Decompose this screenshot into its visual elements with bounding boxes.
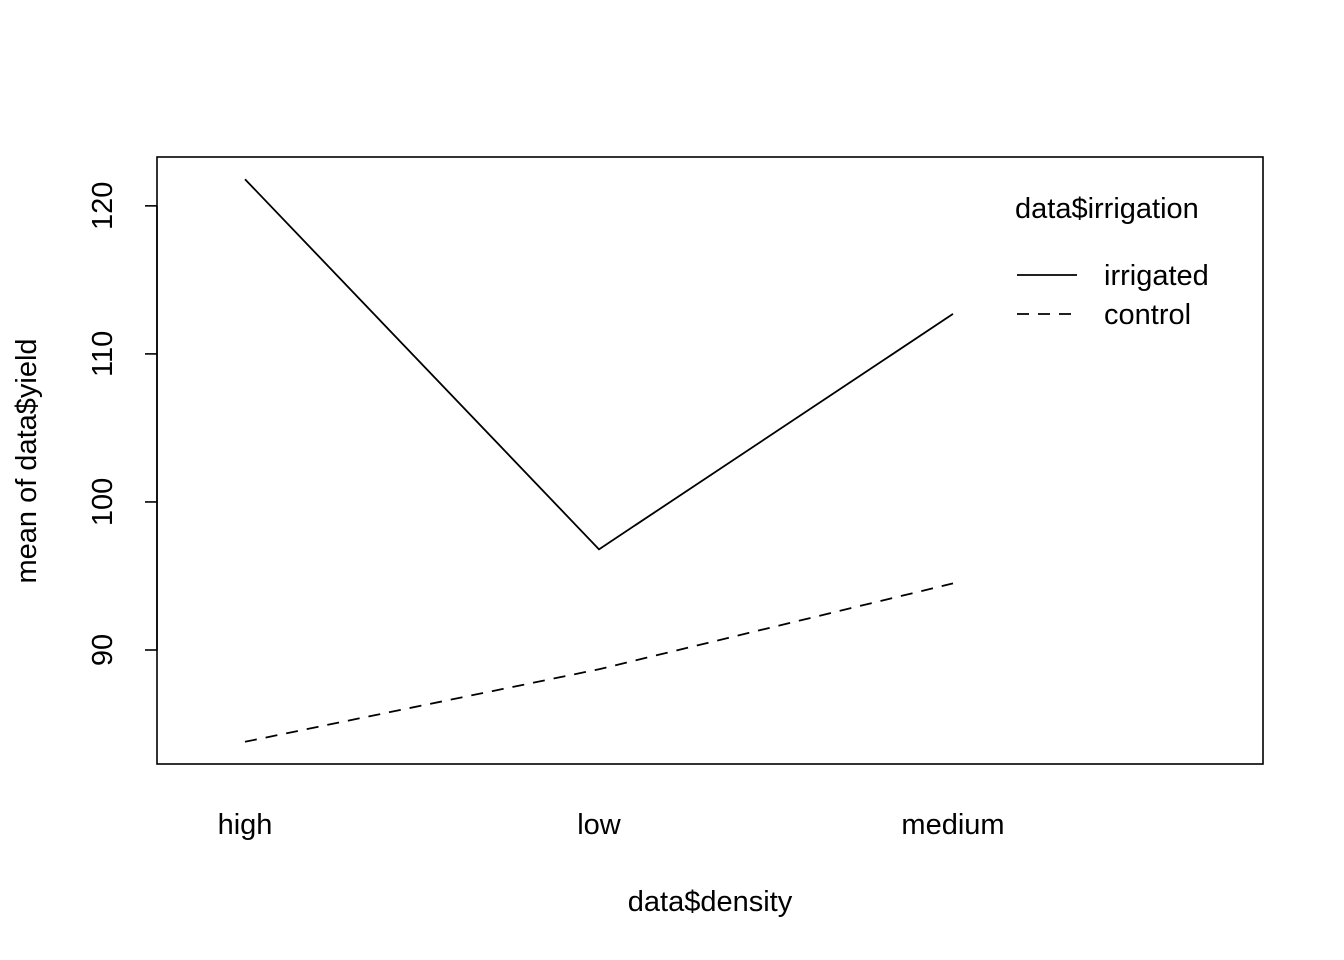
series-lines <box>244 178 954 743</box>
series-line-irrigated <box>244 178 954 551</box>
legend: data$irrigation irrigated control <box>1015 193 1209 331</box>
x-tick-label: high <box>218 809 273 841</box>
x-axis-label: data$density <box>628 886 793 918</box>
x-tick-label: medium <box>901 809 1004 841</box>
x-axis-tick-labels: high low medium <box>218 809 1005 841</box>
series-line-control <box>244 582 954 743</box>
legend-title: data$irrigation <box>1015 193 1199 225</box>
y-axis-label: mean of data$yield <box>11 338 43 583</box>
y-axis: 90 100 110 120 <box>87 182 158 666</box>
y-tick-label: 120 <box>87 182 119 230</box>
x-tick-label: low <box>577 809 622 841</box>
y-tick-label: 110 <box>87 331 119 377</box>
legend-label-irrigated: irrigated <box>1104 260 1209 292</box>
y-tick-label: 90 <box>87 634 119 666</box>
legend-label-control: control <box>1104 299 1191 331</box>
plot-frame <box>156 156 1264 765</box>
y-tick-label: 100 <box>87 478 119 526</box>
